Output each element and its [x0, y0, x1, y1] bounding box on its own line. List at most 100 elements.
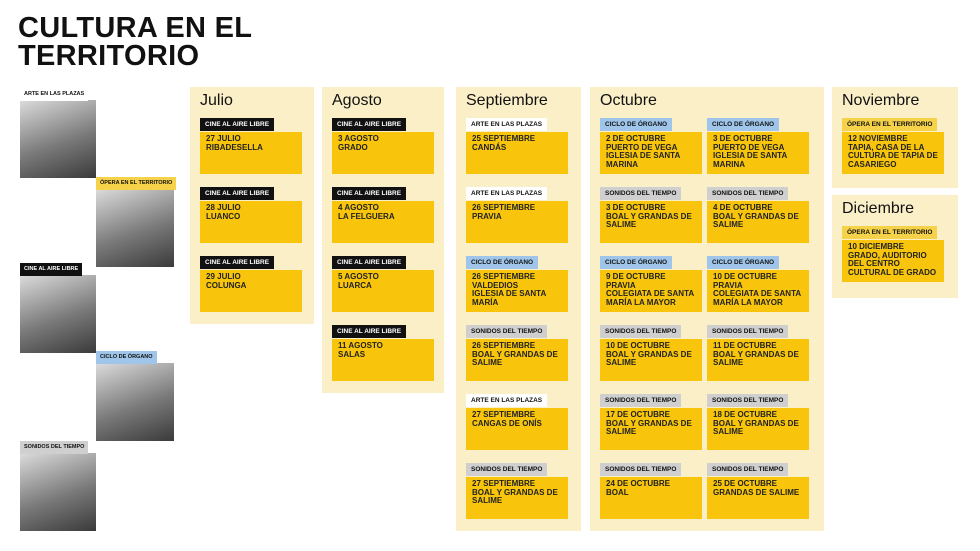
title-line: CULTURA EN EL [18, 12, 253, 44]
event-line: PRAVIA [606, 280, 636, 290]
event-line: IGLESIA DE SANTA MARINA [606, 151, 680, 169]
event-box: 3 DE OCTUBRE PUERTO DE VEGA IGLESIA DE SAN… [707, 132, 809, 174]
category-image [20, 100, 96, 178]
event-line: BOAL Y GRANDAS DE SALIME [713, 211, 799, 229]
event-tag: ARTE EN LAS PLAZAS [466, 394, 548, 407]
event-line: BOAL Y GRANDAS DE SALIME [472, 487, 558, 505]
event-box: 25 DE OCTUBRE GRANDAS DE SALIME [707, 477, 809, 519]
event-tag: SONIDOS DEL TIEMPO [707, 463, 789, 476]
event-tag: CINE AL AIRE LIBRE [200, 256, 275, 269]
event-box: 27 JULIO RIBADESELLA [200, 132, 302, 174]
event-box: 10 DE OCTUBRE BOAL Y GRANDAS DE SALIME [600, 339, 702, 381]
event-line: 25 DE OCTUBRE [713, 479, 778, 488]
event-line: BOAL Y GRANDAS DE SALIME [606, 211, 692, 229]
event-box: 11 AGOSTO SALAS [332, 339, 434, 381]
event-tag: ÓPERA EN EL TERRITORIO [842, 226, 938, 239]
event-tag: CINE AL AIRE LIBRE [332, 187, 407, 200]
event-tag: SONIDOS DEL TIEMPO [600, 187, 682, 200]
event-line: 17 DE OCTUBRE [606, 410, 671, 419]
event-line: 27 SEPTIEMBRE [472, 479, 536, 488]
event-box: 4 AGOSTO LA FELGUERA [332, 201, 434, 243]
event-line: RIBADESELLA [206, 142, 263, 152]
event-box: 17 DE OCTUBRE BOAL Y GRANDAS DE SALIME [600, 408, 702, 450]
event-tag: SONIDOS DEL TIEMPO [707, 325, 789, 338]
event-box: 3 DE OCTUBRE BOAL Y GRANDAS DE SALIME [600, 201, 702, 243]
event-tag: ÓPERA EN EL TERRITORIO [842, 118, 938, 131]
event-tag: CICLO DE ÓRGANO [600, 118, 673, 131]
event-box: 10 DICIEMBRE GRADO, AUDITORIO DEL CENTRO … [842, 240, 944, 282]
month-name: Noviembre [842, 92, 920, 109]
event-box: 26 SEPTIEMBRE BOAL Y GRANDAS DE SALIME [466, 339, 568, 381]
event-tag: CINE AL AIRE LIBRE [332, 256, 407, 269]
event-line: 4 DE OCTUBRE [713, 203, 773, 212]
event-line: VALDEDIOS [472, 280, 519, 290]
event-line: 10 DICIEMBRE [848, 242, 905, 251]
month-name: Diciembre [842, 200, 915, 217]
event-line: TAPIA, CASA DE LA CULTURA DE TAPIA DE CA… [848, 142, 938, 169]
event-box: 25 SEPTIEMBRE CANDÁS [466, 132, 568, 174]
event-box: 29 JULIO COLUNGA [200, 270, 302, 312]
event-line: COLUNGA [206, 280, 247, 290]
event-box: 27 SEPTIEMBRE CANGAS DE ONÍS [466, 408, 568, 450]
event-tag: CICLO DE ÓRGANO [466, 256, 539, 269]
event-line: SALAS [338, 349, 366, 359]
event-line: BOAL Y GRANDAS DE SALIME [472, 349, 558, 367]
event-box: 3 AGOSTO GRADO [332, 132, 434, 174]
event-line: 10 DE OCTUBRE [606, 341, 671, 350]
legend-label: ÓPERA EN EL TERRITORIO [96, 177, 177, 190]
event-line: 26 SEPTIEMBRE [472, 341, 536, 350]
event-box: 2 DE OCTUBRE PUERTO DE VEGA IGLESIA DE SAN… [600, 132, 702, 174]
event-tag: CICLO DE ÓRGANO [600, 256, 673, 269]
event-line: 26 SEPTIEMBRE [472, 272, 536, 281]
category-image [96, 363, 174, 441]
event-line: 2 DE OCTUBRE [606, 134, 666, 143]
event-line: LUARCA [338, 280, 372, 290]
event-line: BOAL Y GRANDAS DE SALIME [606, 418, 692, 436]
month-name: Agosto [332, 92, 382, 109]
event-box: 5 AGOSTO LUARCA [332, 270, 434, 312]
event-line: PUERTO DE VEGA [606, 142, 678, 152]
category-image [20, 275, 96, 353]
event-line: CANDÁS [472, 142, 507, 152]
category-image [20, 453, 96, 531]
event-line: 11 DE OCTUBRE [713, 341, 777, 350]
event-line: PUERTO DE VEGA [713, 142, 785, 152]
event-box: 12 NOVIEMBRE TAPIA, CASA DE LA CULTURA DE… [842, 132, 944, 174]
event-tag: ARTE EN LAS PLAZAS [466, 118, 548, 131]
event-line: 26 SEPTIEMBRE [472, 203, 536, 212]
event-tag: SONIDOS DEL TIEMPO [600, 325, 682, 338]
event-line: 27 JULIO [206, 134, 241, 143]
event-box: 24 DE OCTUBRE BOAL [600, 477, 702, 519]
event-line: 3 DE OCTUBRE [713, 134, 773, 143]
title-line: TERRITORIO [18, 40, 200, 72]
event-line: BOAL Y GRANDAS DE SALIME [606, 349, 692, 367]
event-tag: CINE AL AIRE LIBRE [332, 325, 407, 338]
event-line: LA FELGUERA [338, 211, 395, 221]
legend-label: CINE AL AIRE LIBRE [20, 263, 83, 276]
event-line: BOAL Y GRANDAS DE SALIME [713, 349, 799, 367]
event-line: 25 SEPTIEMBRE [472, 134, 536, 143]
event-line: 4 AGOSTO [338, 203, 379, 212]
event-line: GRANDAS DE SALIME [713, 487, 800, 497]
event-tag: SONIDOS DEL TIEMPO [466, 325, 548, 338]
event-line: GRADO, AUDITORIO DEL CENTRO CULTURAL DE … [848, 250, 937, 277]
event-box: 4 DE OCTUBRE BOAL Y GRANDAS DE SALIME [707, 201, 809, 243]
event-line: COLEGIATA DE SANTA MARÍA LA MAYOR [606, 289, 694, 307]
event-line: 10 DE OCTUBRE [713, 272, 778, 281]
category-image [96, 189, 174, 267]
event-box: 11 DE OCTUBRE BOAL Y GRANDAS DE SALIME [707, 339, 809, 381]
event-line: 28 JULIO [206, 203, 241, 212]
event-tag: SONIDOS DEL TIEMPO [466, 463, 548, 476]
event-tag: ARTE EN LAS PLAZAS [466, 187, 548, 200]
event-tag: SONIDOS DEL TIEMPO [600, 463, 682, 476]
event-line: 24 DE OCTUBRE [606, 479, 671, 488]
event-tag: CINE AL AIRE LIBRE [200, 118, 275, 131]
event-line: BOAL [606, 487, 629, 497]
event-box: 18 DE OCTUBRE BOAL Y GRANDAS DE SALIME [707, 408, 809, 450]
event-line: 27 SEPTIEMBRE [472, 410, 536, 419]
legend-label: ARTE EN LAS PLAZAS [20, 88, 89, 101]
month-name: Septiembre [466, 92, 548, 109]
event-line: COLEGIATA DE SANTA MARÍA LA MAYOR [713, 289, 801, 307]
event-line: 3 DE OCTUBRE [606, 203, 666, 212]
